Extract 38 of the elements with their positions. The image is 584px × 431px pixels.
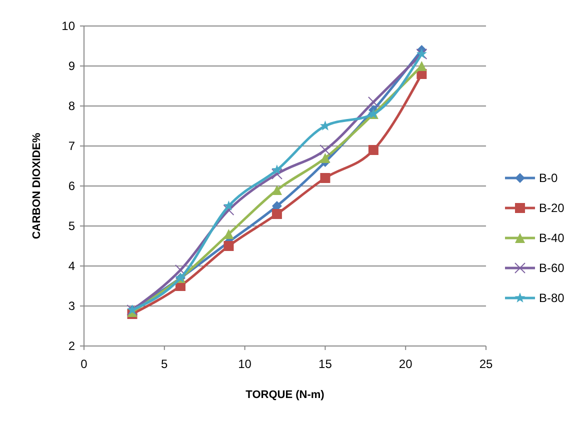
x-tick-label: 25 (479, 357, 493, 371)
x-tick-label: 5 (161, 357, 168, 371)
point (224, 241, 234, 251)
y-tick-label: 10 (62, 19, 76, 34)
point (223, 204, 234, 216)
y-tick-label: 8 (68, 99, 76, 114)
point (272, 185, 282, 195)
point (272, 164, 282, 174)
x-axis-title: TORQUE (N-m) (246, 389, 325, 401)
point (416, 61, 427, 71)
y-axis-title: CARBON DIOXIDE% (31, 132, 43, 240)
point (368, 96, 379, 108)
point (320, 173, 330, 183)
y-tick-label: 4 (68, 259, 76, 274)
y-tick-label: 5 (68, 219, 76, 234)
point (320, 144, 331, 156)
x-tick-label: 0 (80, 357, 88, 371)
legend-label: B-40 (539, 231, 565, 246)
legend-label: B-60 (539, 261, 565, 276)
legend-label: B-0 (539, 171, 558, 186)
x-tick-label: 20 (398, 357, 413, 371)
point (224, 229, 234, 239)
point (320, 120, 330, 130)
y-tick-label: 3 (68, 299, 76, 314)
legend-label: B-80 (539, 291, 565, 306)
y-tick-label: 9 (68, 59, 76, 74)
x-tick-label: 15 (318, 357, 332, 371)
point (174, 264, 186, 276)
legend-label: B-20 (539, 201, 565, 216)
point (320, 153, 330, 163)
point (368, 145, 378, 155)
point (272, 209, 282, 219)
x-tick-label: 10 (238, 357, 252, 371)
point (223, 200, 234, 210)
point (271, 168, 282, 180)
y-tick-label: 2 (68, 339, 76, 354)
y-tick-label: 6 (68, 179, 76, 194)
y-tick-label: 7 (68, 139, 76, 154)
